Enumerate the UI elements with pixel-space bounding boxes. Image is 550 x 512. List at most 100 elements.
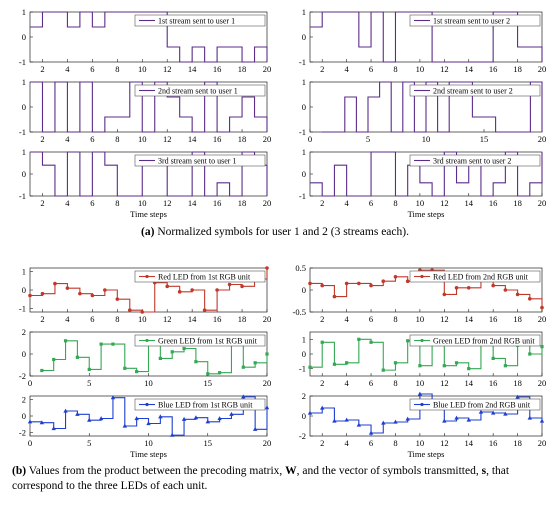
data-point (454, 361, 459, 365)
x-tick-label: 14 (464, 438, 473, 448)
x-tick-label: 2 (320, 378, 324, 388)
data-point (227, 282, 232, 287)
data-point (123, 366, 127, 370)
y-tick-label: 0 (302, 285, 306, 295)
data-point (63, 408, 68, 413)
data-point (177, 290, 182, 294)
x-tick-label: 20 (263, 134, 272, 144)
y-tick-label: -2 (299, 431, 306, 441)
x-tick-label: 10 (416, 64, 425, 74)
data-point (264, 405, 270, 410)
legend-marker (420, 338, 424, 343)
x-tick-label: 8 (115, 134, 119, 144)
legend-box (134, 14, 266, 27)
x-tick-label: 14 (464, 64, 473, 74)
x-tick-label: 8 (115, 64, 119, 74)
legend-label: Blue LED from 1st RGB unit (158, 401, 253, 410)
x-tick-label: 20 (263, 198, 272, 208)
x-tick-label: 12 (163, 134, 172, 144)
data-point (111, 342, 115, 346)
x-tick-label: 6 (369, 378, 373, 388)
x-tick-label: 14 (464, 198, 473, 208)
legend-marker (145, 338, 149, 343)
data-point (527, 297, 532, 301)
data-point (182, 346, 186, 351)
x-tick-label: 12 (163, 314, 172, 324)
data-point (442, 292, 447, 297)
data-point (478, 409, 484, 414)
x-tick-label: 6 (90, 134, 94, 144)
data-point (90, 293, 95, 298)
x-tick-label: 0 (308, 134, 312, 144)
data-point (217, 416, 222, 421)
y-tick-label: -2 (19, 428, 26, 438)
data-point (405, 416, 410, 421)
data-point (75, 355, 79, 359)
legend-label: Green LED from 1st RGB unit (158, 337, 258, 346)
x-tick-label: 6 (90, 64, 94, 74)
x-tick-label: 16 (489, 378, 498, 388)
data-point (51, 426, 56, 431)
x-tick-label: 6 (369, 314, 373, 324)
data-point (393, 419, 398, 424)
data-point (158, 356, 162, 360)
data-point (241, 394, 246, 399)
data-point (40, 368, 44, 373)
x-tick-label: 20 (538, 314, 547, 324)
y-tick-label: 0 (22, 102, 26, 112)
y-tick-label: 0 (22, 169, 26, 179)
caption-b-bold-w: W (285, 465, 297, 477)
x-tick-label: 14 (188, 64, 197, 74)
y-tick-label: -0.5 (293, 307, 306, 317)
data-point (190, 288, 194, 292)
data-point (466, 417, 471, 422)
data-point (381, 368, 385, 372)
legend-label: Red LED from 2nd RGB unit (433, 273, 529, 282)
x-tick-label: 6 (90, 198, 94, 208)
data-point (181, 416, 187, 421)
caption-a: (a) Normalized symbols for user 1 and 2 … (0, 225, 550, 240)
y-tick-label: -1 (19, 127, 26, 137)
x-tick-label: 18 (513, 314, 522, 324)
series-line (310, 338, 543, 371)
data-point (140, 310, 145, 314)
x-axis-label: Time steps (130, 209, 167, 219)
caption-a-label: (a) (141, 226, 155, 238)
y-tick-label: -1 (299, 191, 306, 201)
y-tick-label: 0 (302, 349, 306, 359)
data-point (393, 275, 398, 279)
legend-box (409, 398, 541, 411)
x-tick-label: 2 (320, 198, 324, 208)
caption-b-text-3: , that correspond to the three LEDs of e… (12, 465, 510, 492)
x-tick-label: 6 (369, 438, 373, 448)
data-point (193, 415, 199, 420)
x-tick-label: 16 (213, 134, 222, 144)
data-point (52, 357, 56, 362)
y-tick-label: 1 (302, 77, 306, 87)
data-point (369, 283, 373, 288)
legend-label: 3rd stream sent to user 2 (433, 157, 511, 166)
x-tick-label: 12 (440, 314, 449, 324)
data-point (98, 416, 104, 421)
x-tick-label: 5 (87, 438, 91, 448)
x-tick-label: 12 (163, 64, 172, 74)
x-tick-label: 5 (87, 378, 91, 388)
x-tick-label: 14 (188, 134, 197, 144)
x-tick-label: 8 (393, 314, 397, 324)
series-line (310, 269, 543, 308)
data-point (87, 417, 92, 422)
x-tick-label: 8 (115, 198, 119, 208)
data-point (170, 350, 174, 354)
data-point (320, 405, 325, 410)
x-tick-label: 18 (238, 134, 247, 144)
x-tick-label: 16 (489, 64, 498, 74)
data-point (202, 308, 207, 312)
x-tick-label: 6 (90, 314, 94, 324)
data-point (503, 364, 507, 368)
data-point (78, 291, 82, 296)
data-point (454, 286, 459, 290)
